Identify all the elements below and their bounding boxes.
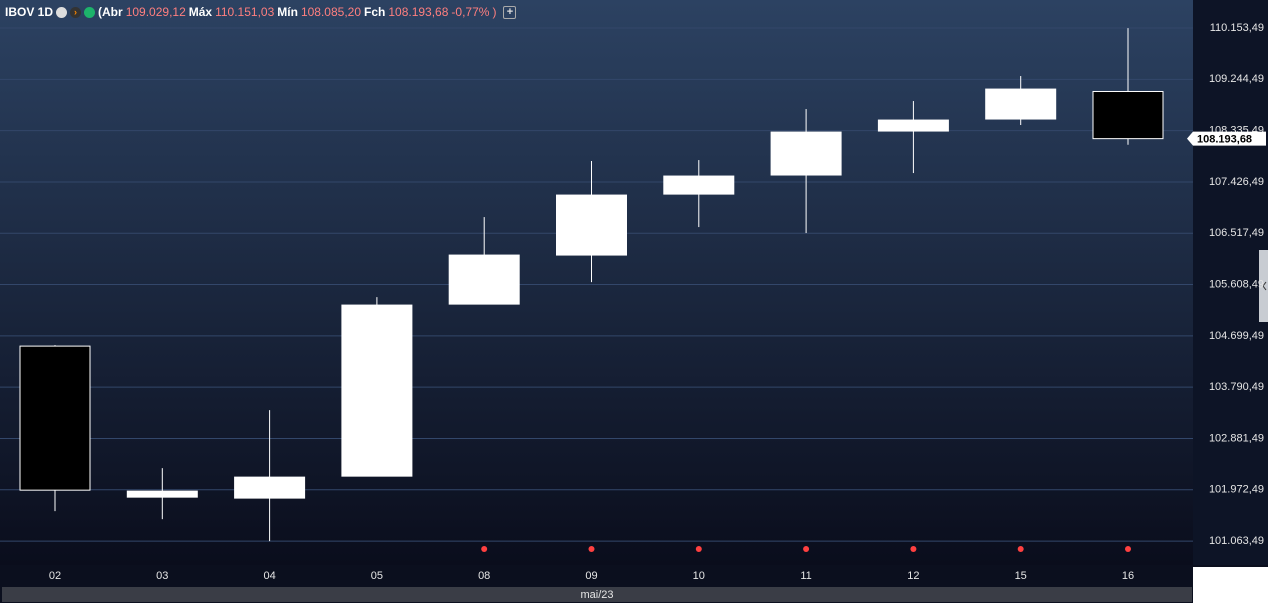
y-axis-background — [1193, 0, 1268, 565]
value: 108.085,20 — [300, 5, 361, 19]
y-tick-label: 107.426,49 — [1209, 176, 1264, 188]
x-tick-label: 08 — [478, 570, 490, 582]
icon[interactable] — [56, 6, 68, 18]
candle-body — [126, 490, 198, 498]
y-tick-label: 103.790,49 — [1209, 381, 1264, 393]
collapse-arrow — [1262, 281, 1267, 291]
x-tick-label: 02 — [49, 570, 61, 582]
y-tick-label: 105.608,49 — [1209, 278, 1264, 290]
candle-body — [448, 254, 520, 305]
x-tick-label: 03 — [156, 570, 168, 582]
value: 110.151,03 — [215, 5, 275, 19]
symbol: IBOV 1D — [5, 5, 54, 19]
value: 108.193,68 — [388, 5, 449, 19]
label: Mín — [277, 5, 298, 19]
event-dot — [695, 546, 702, 552]
x-tick-label: 12 — [907, 570, 919, 582]
price-tag — [1187, 131, 1266, 146]
candle-body — [877, 119, 949, 132]
event-dot — [1017, 546, 1024, 552]
plot-background — [0, 0, 1193, 565]
x-tick-label: 10 — [693, 570, 705, 582]
period-bar — [2, 587, 1192, 602]
y-tick-label: 109.244,49 — [1209, 73, 1264, 85]
event-dot — [910, 546, 917, 552]
header: IBOV 1D › (Abr 109.029,12 Máx 110.151,03… — [5, 5, 517, 19]
price-tag-label: 108.193,68 — [1197, 134, 1252, 146]
y-tick-label: 104.699,49 — [1209, 330, 1264, 342]
candle-body — [234, 476, 306, 499]
change: -0,77% — [451, 5, 490, 19]
event-dot — [1125, 546, 1131, 552]
add-button[interactable]: + — [503, 5, 517, 19]
value: 109.029,12 — [125, 5, 186, 19]
candle-body — [19, 345, 91, 491]
candle-body — [985, 88, 1057, 120]
x-tick-label: 04 — [263, 570, 275, 582]
y-tick-label: 101.972,49 — [1209, 484, 1264, 496]
candle-body — [1092, 90, 1164, 140]
event-dot — [588, 546, 595, 552]
y-tick-label: 101.063,49 — [1209, 535, 1264, 547]
candle-body — [770, 131, 842, 176]
x-tick-label: 16 — [1122, 570, 1134, 582]
x-tick-label: 15 — [1015, 570, 1027, 582]
y-tick-label: 102.881,49 — [1209, 432, 1264, 444]
candle-body — [556, 194, 627, 256]
y-tick-label: 110.153,49 — [1210, 22, 1264, 34]
event-dot — [481, 546, 488, 552]
candle-body — [341, 304, 413, 477]
candle-body — [663, 175, 735, 195]
status-dot — [84, 6, 96, 18]
event-dot — [803, 546, 810, 552]
paren: ) — [492, 5, 497, 19]
label: (Abr — [98, 5, 123, 19]
period-label: mai/23 — [580, 589, 613, 601]
label: Fch — [364, 5, 386, 19]
x-tick-label: 09 — [585, 570, 597, 582]
label: Máx — [188, 5, 213, 19]
corner-box — [1193, 567, 1268, 603]
icon[interactable]: › — [70, 6, 82, 18]
x-tick-label: 11 — [800, 570, 811, 582]
x-tick-label: 05 — [371, 570, 383, 582]
y-tick-label: 106.517,49 — [1209, 227, 1264, 239]
